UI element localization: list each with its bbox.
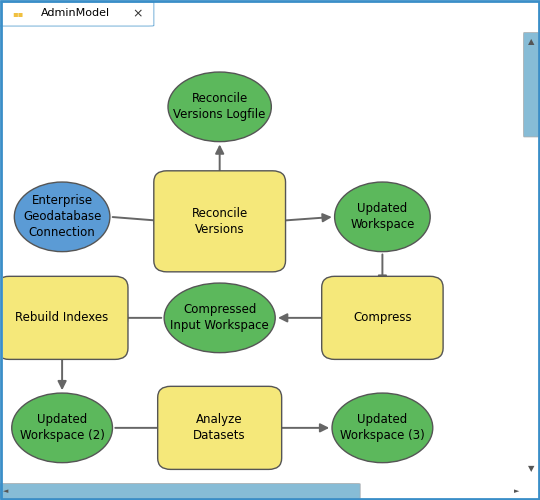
FancyBboxPatch shape <box>523 32 538 137</box>
Text: Reconcile
Versions Logfile: Reconcile Versions Logfile <box>173 92 266 122</box>
Text: ▪▪: ▪▪ <box>12 9 23 18</box>
Text: Updated
Workspace (2): Updated Workspace (2) <box>19 414 105 442</box>
Ellipse shape <box>335 182 430 252</box>
Text: AdminModel: AdminModel <box>40 8 110 18</box>
Text: Rebuild Indexes: Rebuild Indexes <box>16 312 109 324</box>
Text: ►: ► <box>514 488 519 494</box>
Ellipse shape <box>164 283 275 352</box>
FancyBboxPatch shape <box>0 2 154 26</box>
Text: ◄: ◄ <box>3 488 8 494</box>
Text: ▲: ▲ <box>528 37 534 46</box>
FancyBboxPatch shape <box>0 484 360 498</box>
Ellipse shape <box>332 393 433 462</box>
Ellipse shape <box>168 72 271 142</box>
Text: Compressed
Input Workspace: Compressed Input Workspace <box>170 304 269 332</box>
FancyBboxPatch shape <box>322 276 443 359</box>
Ellipse shape <box>12 393 112 462</box>
Text: Enterprise
Geodatabase
Connection: Enterprise Geodatabase Connection <box>23 194 102 240</box>
Text: Reconcile
Versions: Reconcile Versions <box>192 207 248 236</box>
FancyBboxPatch shape <box>0 276 128 359</box>
Text: ×: × <box>132 7 143 20</box>
FancyBboxPatch shape <box>158 386 282 469</box>
Text: Compress: Compress <box>353 312 411 324</box>
Text: Updated
Workspace (3): Updated Workspace (3) <box>340 414 425 442</box>
FancyBboxPatch shape <box>154 171 286 272</box>
Text: Updated
Workspace: Updated Workspace <box>350 202 415 232</box>
Text: Analyze
Datasets: Analyze Datasets <box>193 414 246 442</box>
Text: ▼: ▼ <box>528 464 534 473</box>
Ellipse shape <box>15 182 110 252</box>
